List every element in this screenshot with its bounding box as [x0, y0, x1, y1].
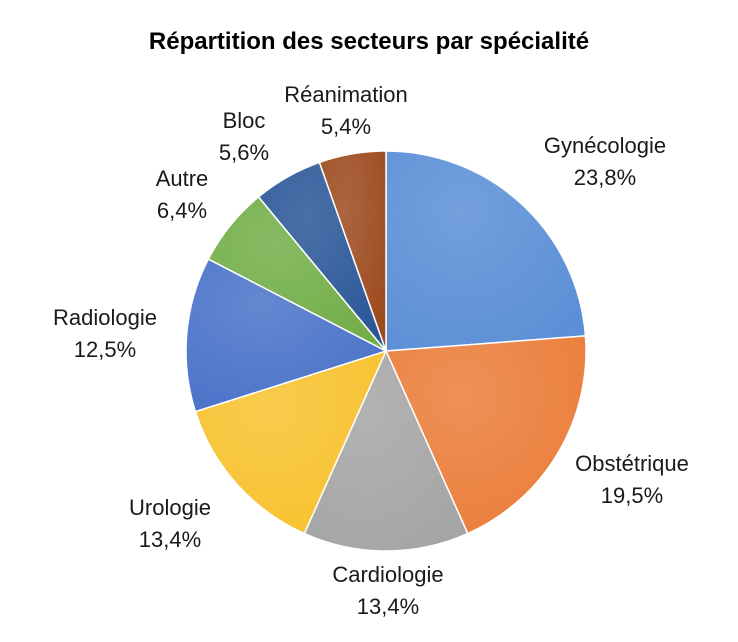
- category-value: 6,4%: [156, 198, 208, 223]
- data-label-autre: Autre 6,4%: [156, 163, 209, 227]
- category-value: 12,5%: [73, 337, 137, 362]
- category-name: Gynécologie: [543, 133, 667, 158]
- data-label-radiologie: Radiologie 12,5%: [53, 302, 157, 366]
- category-name: Réanimation: [284, 82, 408, 107]
- category-value: 23,8%: [573, 165, 637, 190]
- category-value: 13,4%: [138, 527, 202, 552]
- data-label-bloc: Bloc 5,6%: [219, 105, 269, 169]
- pie-slice-cardiologie: [303, 349, 469, 552]
- pie-slice-radiologie: [185, 258, 388, 413]
- data-label-reanimation: Réanimation 5,4%: [284, 79, 408, 143]
- category-name: Cardiologie: [332, 562, 444, 587]
- category-name: Autre: [155, 166, 209, 191]
- pie-slice-obstetrique: [384, 335, 587, 535]
- data-label-gynecologie: Gynécologie 23,8%: [544, 130, 666, 194]
- category-value: 5,4%: [320, 114, 372, 139]
- category-value: 19,5%: [600, 483, 664, 508]
- category-name: Urologie: [129, 495, 211, 520]
- category-value: 13,4%: [356, 594, 420, 619]
- category-name: Bloc: [222, 108, 266, 133]
- category-name: Obstétrique: [575, 451, 689, 476]
- pie-slice-gynecologie: [385, 150, 587, 352]
- pie-slice-reanimation: [318, 150, 387, 352]
- data-label-urologie: Urologie 13,4%: [129, 492, 211, 556]
- data-label-obstetrique: Obstétrique 19,5%: [575, 448, 689, 512]
- category-name: Radiologie: [53, 305, 157, 330]
- chart-title: Répartition des secteurs par spécialité: [148, 28, 590, 55]
- category-value: 5,6%: [218, 140, 270, 165]
- data-label-cardiologie: Cardiologie 13,4%: [332, 559, 443, 623]
